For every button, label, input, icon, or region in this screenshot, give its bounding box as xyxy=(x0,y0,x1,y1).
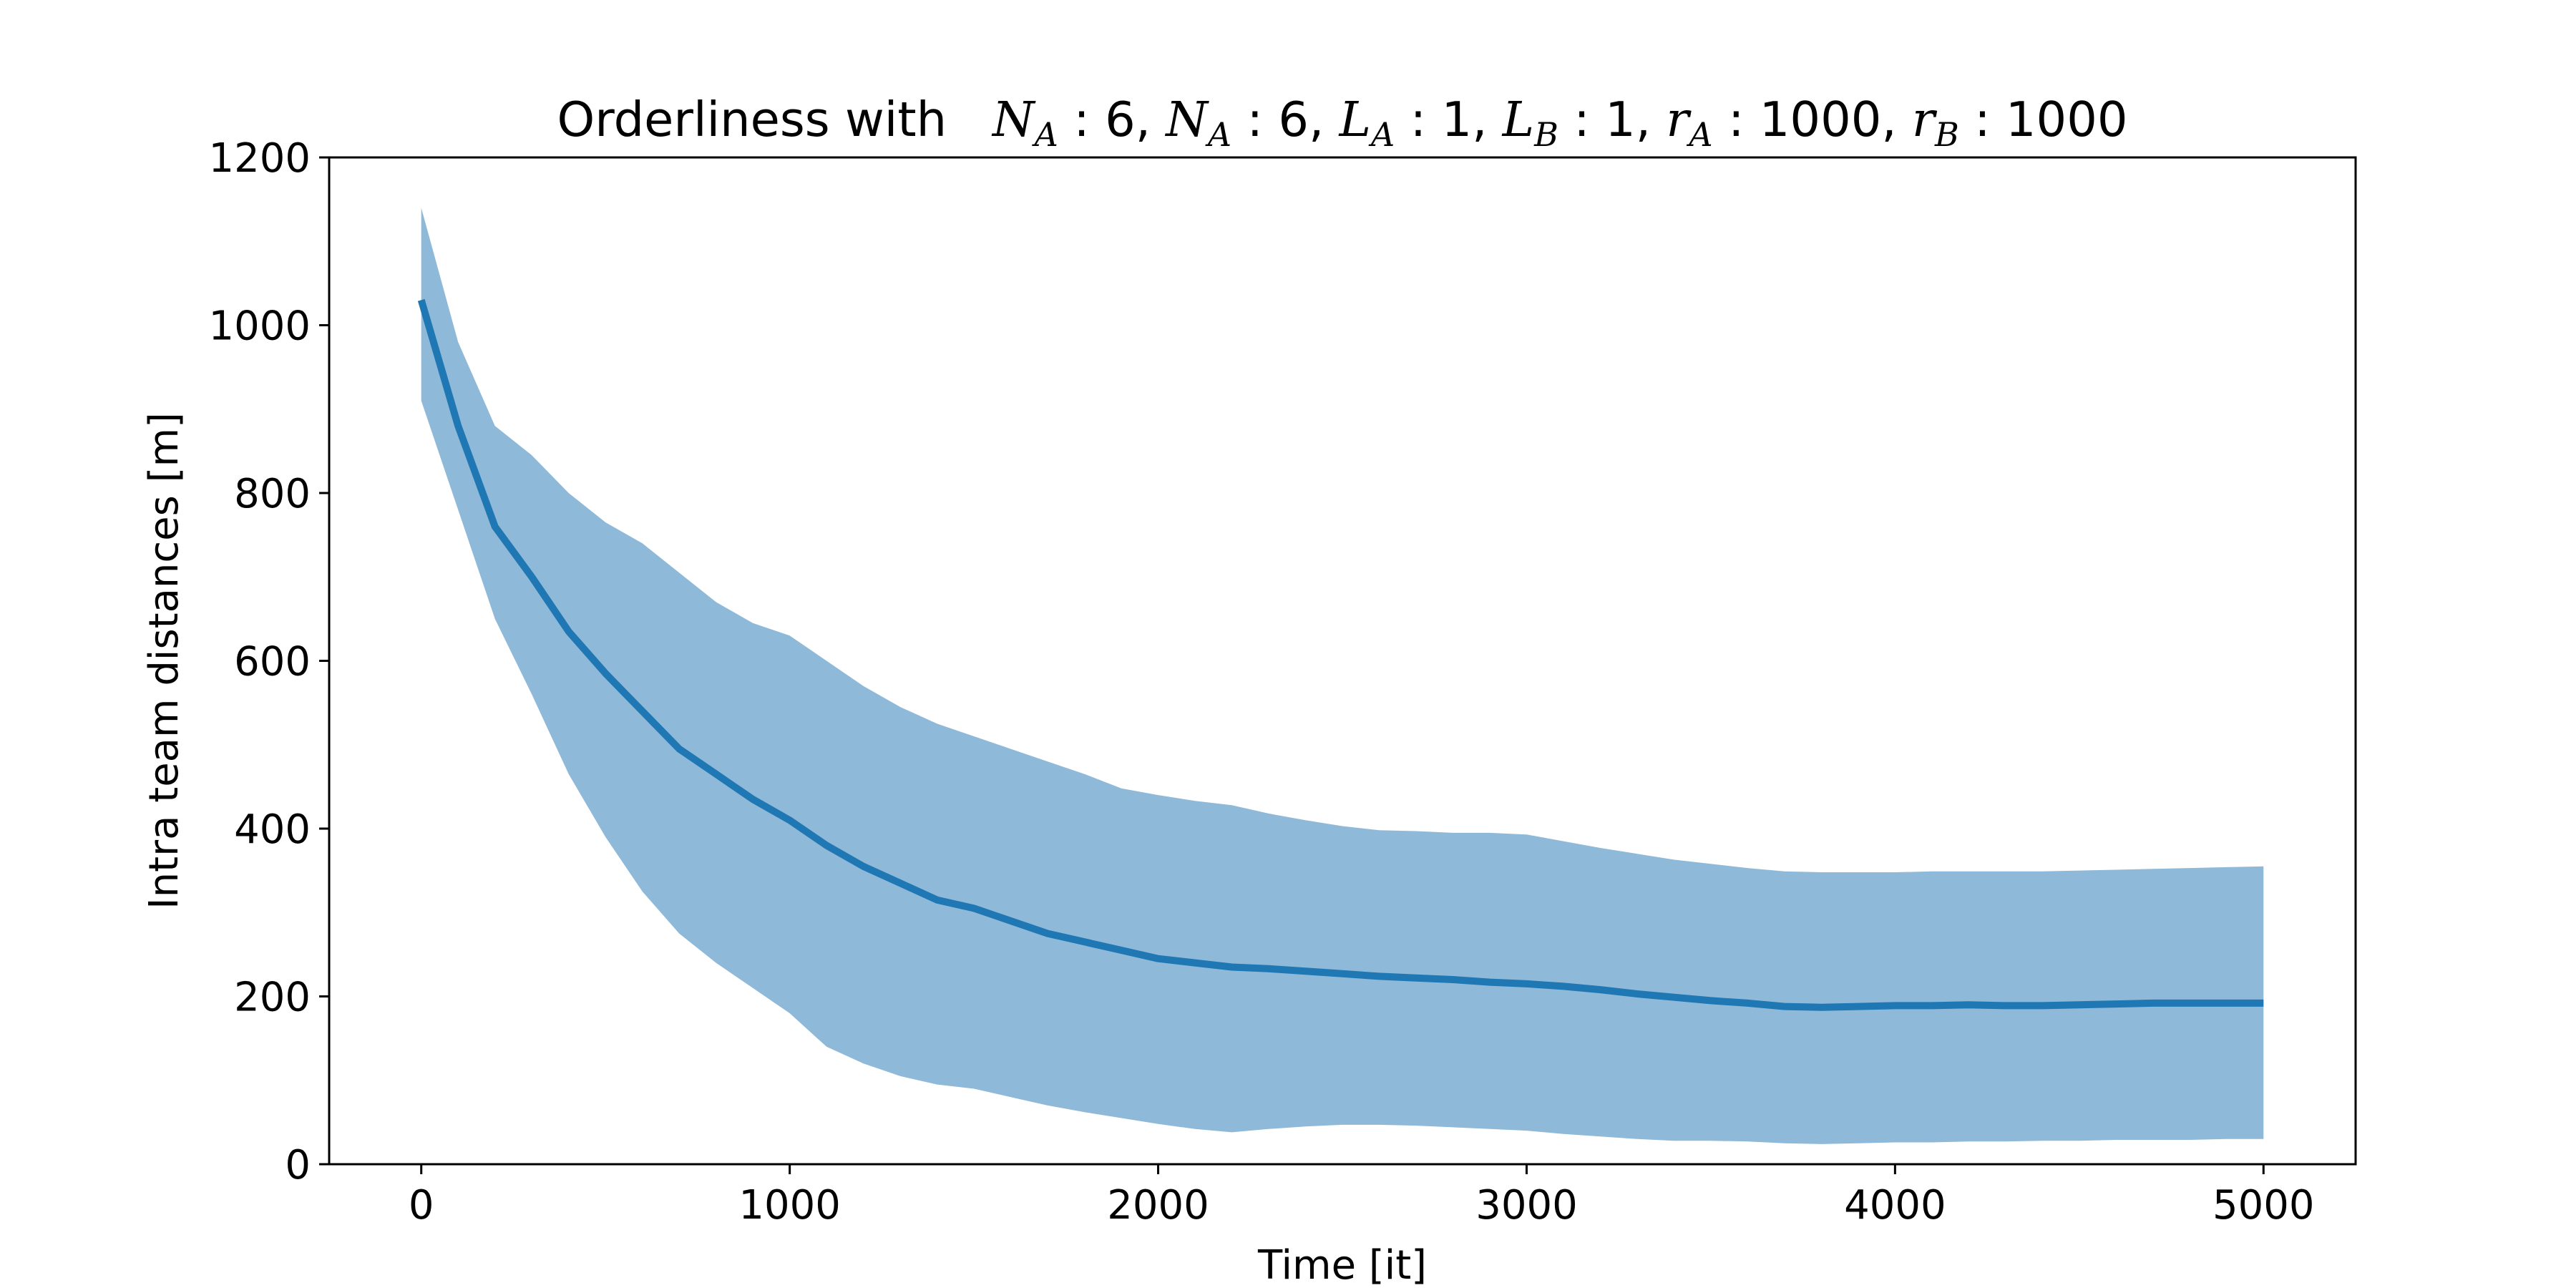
chart-title-subscript: B xyxy=(1934,115,1959,154)
chart-title-subscript: A xyxy=(1205,115,1231,154)
chart-title-subscript: A xyxy=(1032,115,1058,154)
x-axis-label: Time [it] xyxy=(1257,1242,1427,1288)
y-tick-label: 0 xyxy=(285,1142,311,1189)
chart-title-symbol: L xyxy=(1501,92,1535,147)
chart-title-gap xyxy=(962,92,992,147)
y-tick-label: 600 xyxy=(234,639,311,686)
y-tick-label: 1200 xyxy=(208,135,311,182)
chart-title: Orderliness with NA : 6, NA : 6, LA : 1,… xyxy=(557,92,2128,154)
std-band-layer xyxy=(421,208,2264,1144)
x-tick-label: 5000 xyxy=(2212,1182,2315,1229)
chart-title-symbol: N xyxy=(991,92,1036,147)
chart-title-subscript: A xyxy=(1368,115,1395,154)
chart-title-value: : 1000 xyxy=(1959,92,2128,147)
chart-title-text: Orderliness with xyxy=(557,92,947,147)
chart-title-symbol: r xyxy=(1912,92,1938,147)
y-tick-label: 1000 xyxy=(208,303,311,350)
x-tick-label: 1000 xyxy=(738,1182,841,1229)
chart-title-subscript: B xyxy=(1533,115,1558,154)
chart-title-symbol: N xyxy=(1164,92,1209,147)
y-axis-label: Intra team distances [m] xyxy=(141,412,187,909)
x-axis-ticks: 0 1000 2000 3000 4000 5000 xyxy=(409,1164,2315,1229)
chart-title-value: : 6, xyxy=(1058,92,1166,147)
x-tick-label: 4000 xyxy=(1844,1182,1946,1229)
chart-title-value: : 1, xyxy=(1395,92,1502,147)
chart-title-symbol: r xyxy=(1666,92,1692,147)
chart-title-value: : 6, xyxy=(1231,92,1339,147)
mean-line xyxy=(417,298,2264,1011)
mean-line-layer xyxy=(417,298,2264,1011)
y-tick-label: 200 xyxy=(234,975,311,1021)
y-tick-label: 400 xyxy=(234,806,311,853)
chart-title-value: : 1, xyxy=(1558,92,1666,147)
y-axis-ticks: 0 200 400 600 800 1000 1200 xyxy=(208,135,329,1189)
x-tick-label: 3000 xyxy=(1475,1182,1578,1229)
chart-title-subscript: A xyxy=(1686,115,1712,154)
x-tick-label: 0 xyxy=(409,1182,434,1229)
chart-title-value: : 1000, xyxy=(1713,92,1912,147)
chart-title-symbol: L xyxy=(1338,92,1372,147)
std-band xyxy=(421,208,2264,1144)
y-tick-label: 800 xyxy=(234,471,311,517)
x-tick-label: 2000 xyxy=(1107,1182,1209,1229)
